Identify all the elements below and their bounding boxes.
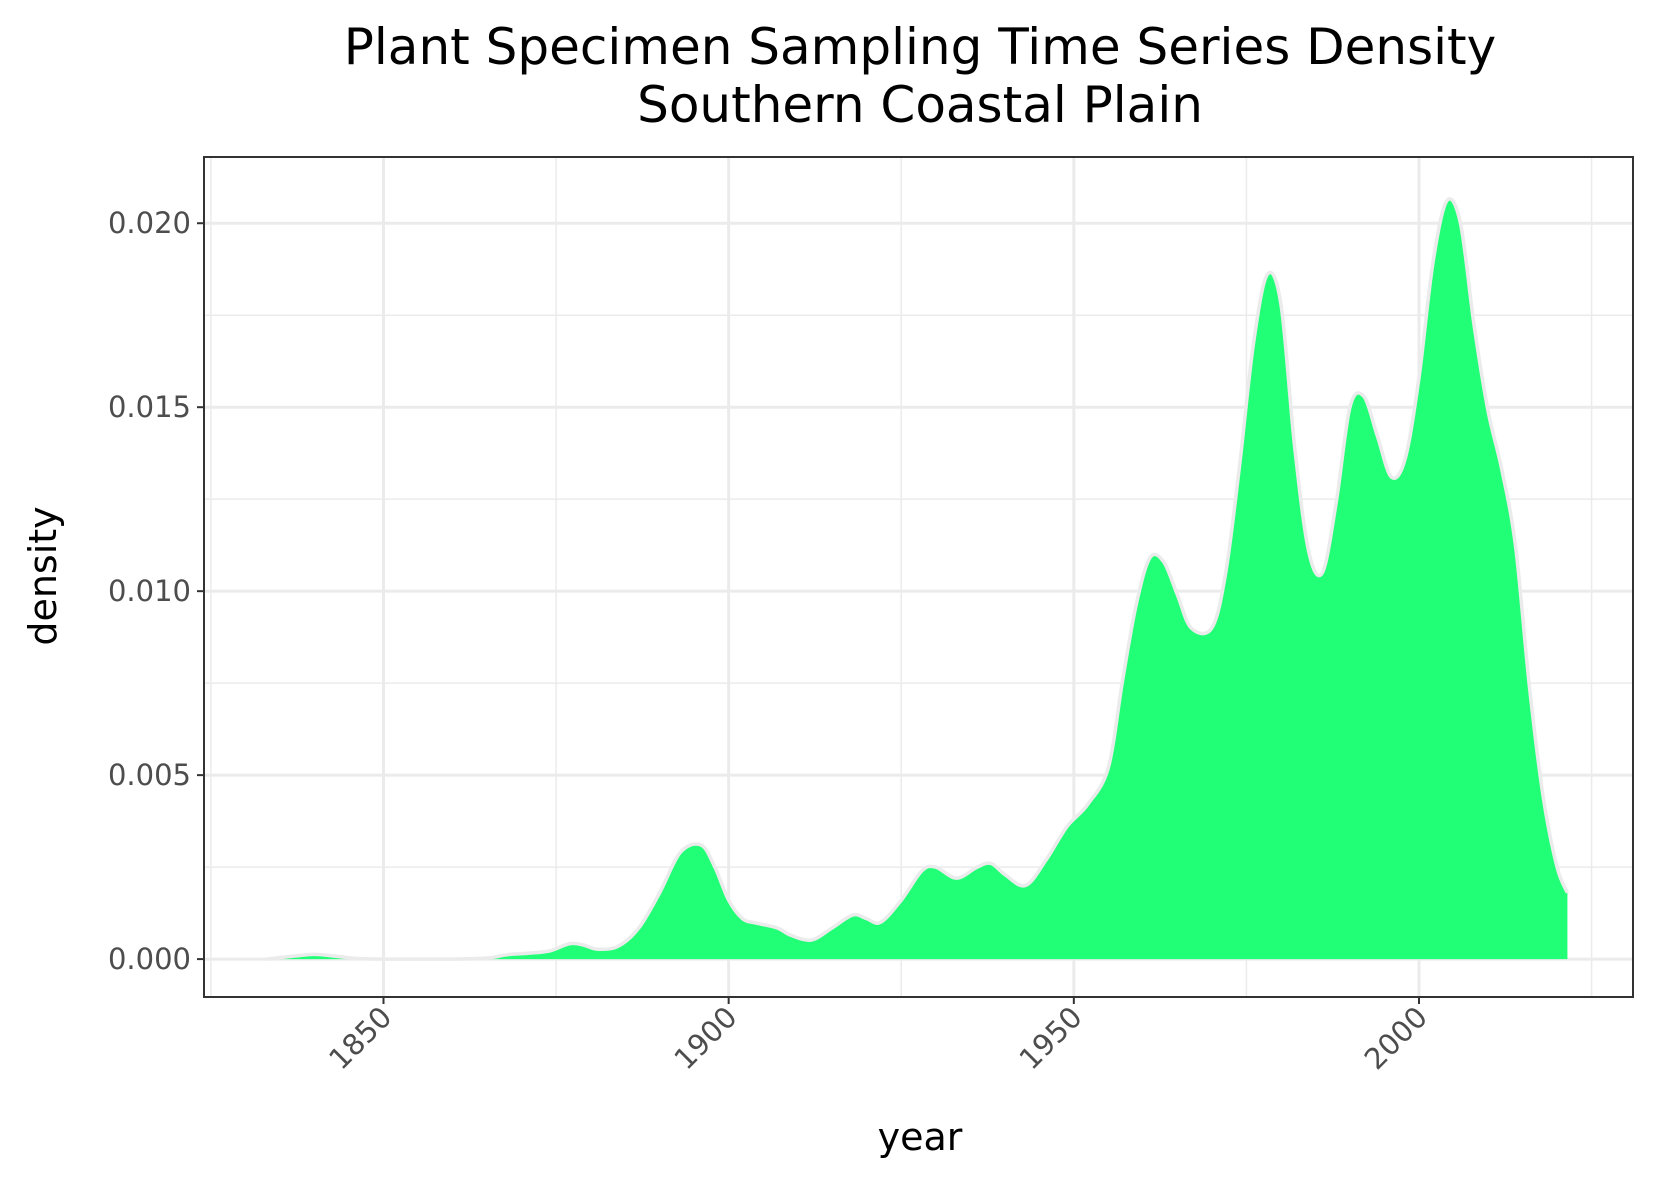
y-tick-label: 0.020 (108, 206, 191, 240)
density-area (265, 197, 1570, 961)
grid (204, 157, 1633, 997)
y-tick-label: 0.005 (108, 758, 191, 792)
y-tick-label: 0.010 (108, 574, 191, 608)
chart-subtitle: Southern Coastal Plain (637, 76, 1203, 134)
y-tick-label: 0.000 (108, 942, 191, 976)
chart-title: Plant Specimen Sampling Time Series Dens… (344, 18, 1496, 76)
x-axis-title: year (878, 1115, 963, 1159)
density-fill (266, 198, 1568, 960)
density-outline (265, 197, 1570, 961)
y-tick-label: 0.015 (108, 390, 191, 424)
y-axis-title: density (21, 506, 65, 645)
plot-panel-border (203, 156, 1634, 998)
